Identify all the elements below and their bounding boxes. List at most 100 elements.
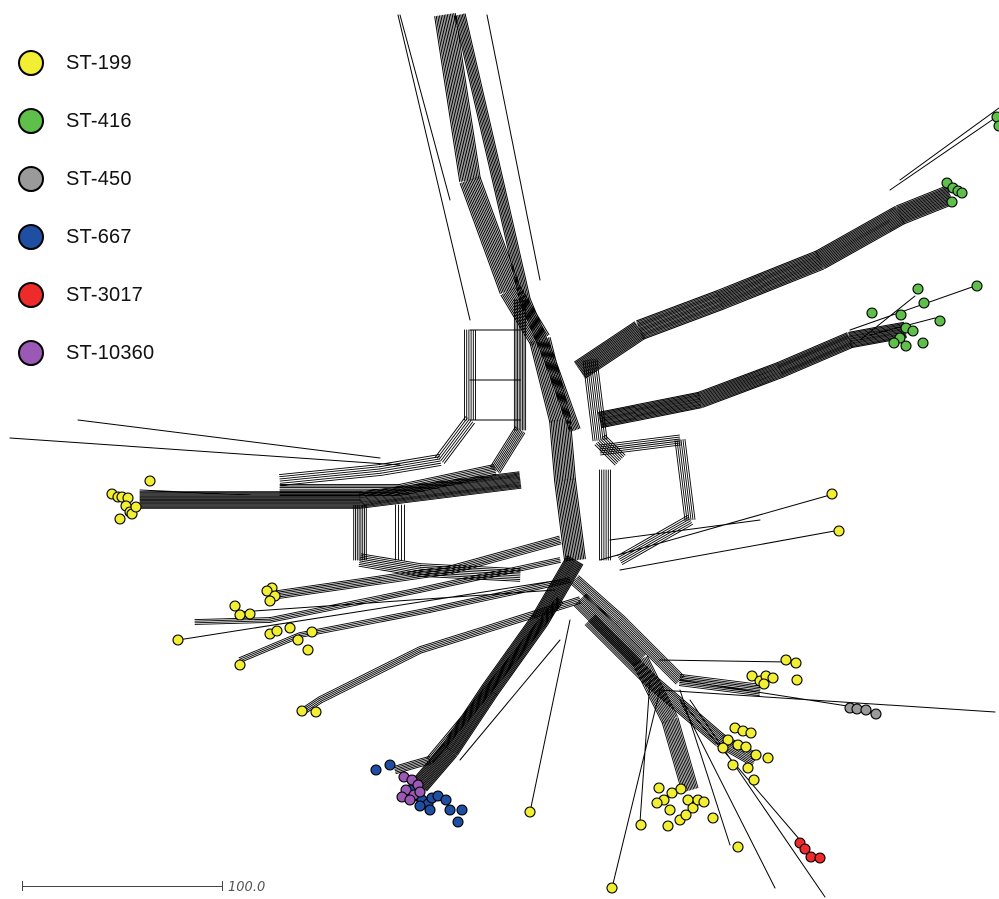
- scale-bar-label: 100.0: [228, 880, 266, 895]
- network-edge: [782, 345, 854, 377]
- network-edge: [660, 658, 682, 680]
- network-edge: [359, 481, 521, 503]
- network-edge: [818, 212, 900, 259]
- taxon-node: [271, 625, 283, 637]
- network-edge: [299, 610, 431, 637]
- network-edge: [571, 478, 583, 560]
- network-edge: [270, 591, 421, 623]
- network-edge: [677, 717, 699, 789]
- network-edge: [420, 750, 452, 787]
- network-edge: [359, 477, 521, 499]
- network-edges: [9, 12, 999, 898]
- scale-bar-tick: [222, 881, 223, 891]
- network-edge: [594, 358, 606, 440]
- taxon-node: [606, 882, 618, 894]
- network-edge: [358, 472, 520, 494]
- network-edge: [718, 257, 820, 299]
- network-edge: [379, 568, 451, 580]
- network-edge: [445, 14, 472, 181]
- network-edge: [379, 567, 451, 579]
- network-edge: [698, 367, 780, 399]
- network-edge: [435, 15, 462, 182]
- network-edge: [467, 180, 509, 292]
- network-edge: [821, 218, 903, 265]
- network-edge: [717, 254, 819, 296]
- taxon-node: [946, 196, 958, 208]
- network-edge: [497, 189, 524, 301]
- network-edge: [553, 358, 580, 430]
- network-edge: [899, 195, 951, 217]
- network-edge: [552, 420, 559, 482]
- taxon-node: [780, 654, 792, 666]
- network-edge: [427, 698, 479, 760]
- network-edge: [719, 258, 821, 300]
- network-edge: [570, 478, 582, 560]
- network-edge: [652, 675, 724, 737]
- taxon-node: [234, 659, 246, 671]
- network-edge: [661, 657, 683, 679]
- network-edge: [638, 296, 720, 328]
- network-edge: [632, 663, 664, 725]
- network-edge: [636, 292, 718, 324]
- taxon-node: [900, 340, 912, 352]
- network-edge: [555, 419, 562, 481]
- network-edge: [599, 398, 701, 420]
- network-edge: [393, 755, 430, 767]
- taxon-node: [956, 187, 968, 199]
- network-edge: [819, 213, 901, 260]
- taxon-node: [229, 600, 241, 612]
- taxon-node: [742, 762, 754, 774]
- network-edge: [398, 465, 495, 487]
- network-edge: [358, 474, 520, 496]
- taxon-node: [805, 851, 817, 863]
- network-edge: [239, 635, 301, 662]
- network-edge: [452, 691, 494, 753]
- network-edge: [422, 752, 454, 789]
- network-edge: [582, 333, 644, 375]
- network-edge: [723, 268, 825, 310]
- taxon-node: [907, 325, 919, 337]
- legend-label: ST-10360: [66, 341, 155, 364]
- network-edge: [443, 14, 470, 181]
- network-edge: [550, 420, 557, 482]
- taxon-node: [918, 297, 930, 309]
- network-edge: [378, 454, 440, 466]
- network-edge: [665, 720, 687, 792]
- taxon-node: [993, 120, 999, 132]
- network-edge: [525, 299, 552, 361]
- network-edge: [429, 580, 571, 612]
- network-edge: [460, 14, 502, 191]
- network-edge: [698, 365, 780, 397]
- legend-swatch-icon: [18, 282, 44, 308]
- network-edge: [659, 659, 791, 663]
- legend-swatch-icon: [18, 224, 44, 250]
- network-edge: [448, 13, 475, 180]
- taxon-node: [292, 634, 304, 646]
- network-edge: [393, 757, 430, 769]
- network-edge: [504, 188, 531, 300]
- network-edge: [320, 650, 422, 702]
- network-edge: [489, 619, 541, 691]
- network-edge: [437, 15, 464, 182]
- network-edge: [664, 720, 686, 792]
- network-edge: [551, 358, 578, 430]
- network-edge: [620, 520, 691, 562]
- network-edge: [897, 190, 949, 212]
- network-edge: [577, 326, 639, 368]
- network-edge: [590, 619, 651, 680]
- network-edge: [555, 480, 567, 562]
- network-edge: [359, 476, 521, 498]
- taxon-node: [791, 674, 803, 686]
- network-edge: [456, 694, 498, 756]
- taxon-node: [296, 705, 308, 717]
- network-edge: [600, 405, 702, 427]
- network-edge: [359, 560, 421, 572]
- network-edge: [451, 13, 478, 180]
- network-edge: [481, 600, 563, 702]
- network-edge: [817, 211, 899, 258]
- taxon-node: [727, 759, 739, 771]
- network-edge: [360, 486, 522, 508]
- taxon-node: [114, 513, 126, 525]
- network-edge: [534, 556, 571, 618]
- network-edge: [554, 480, 566, 562]
